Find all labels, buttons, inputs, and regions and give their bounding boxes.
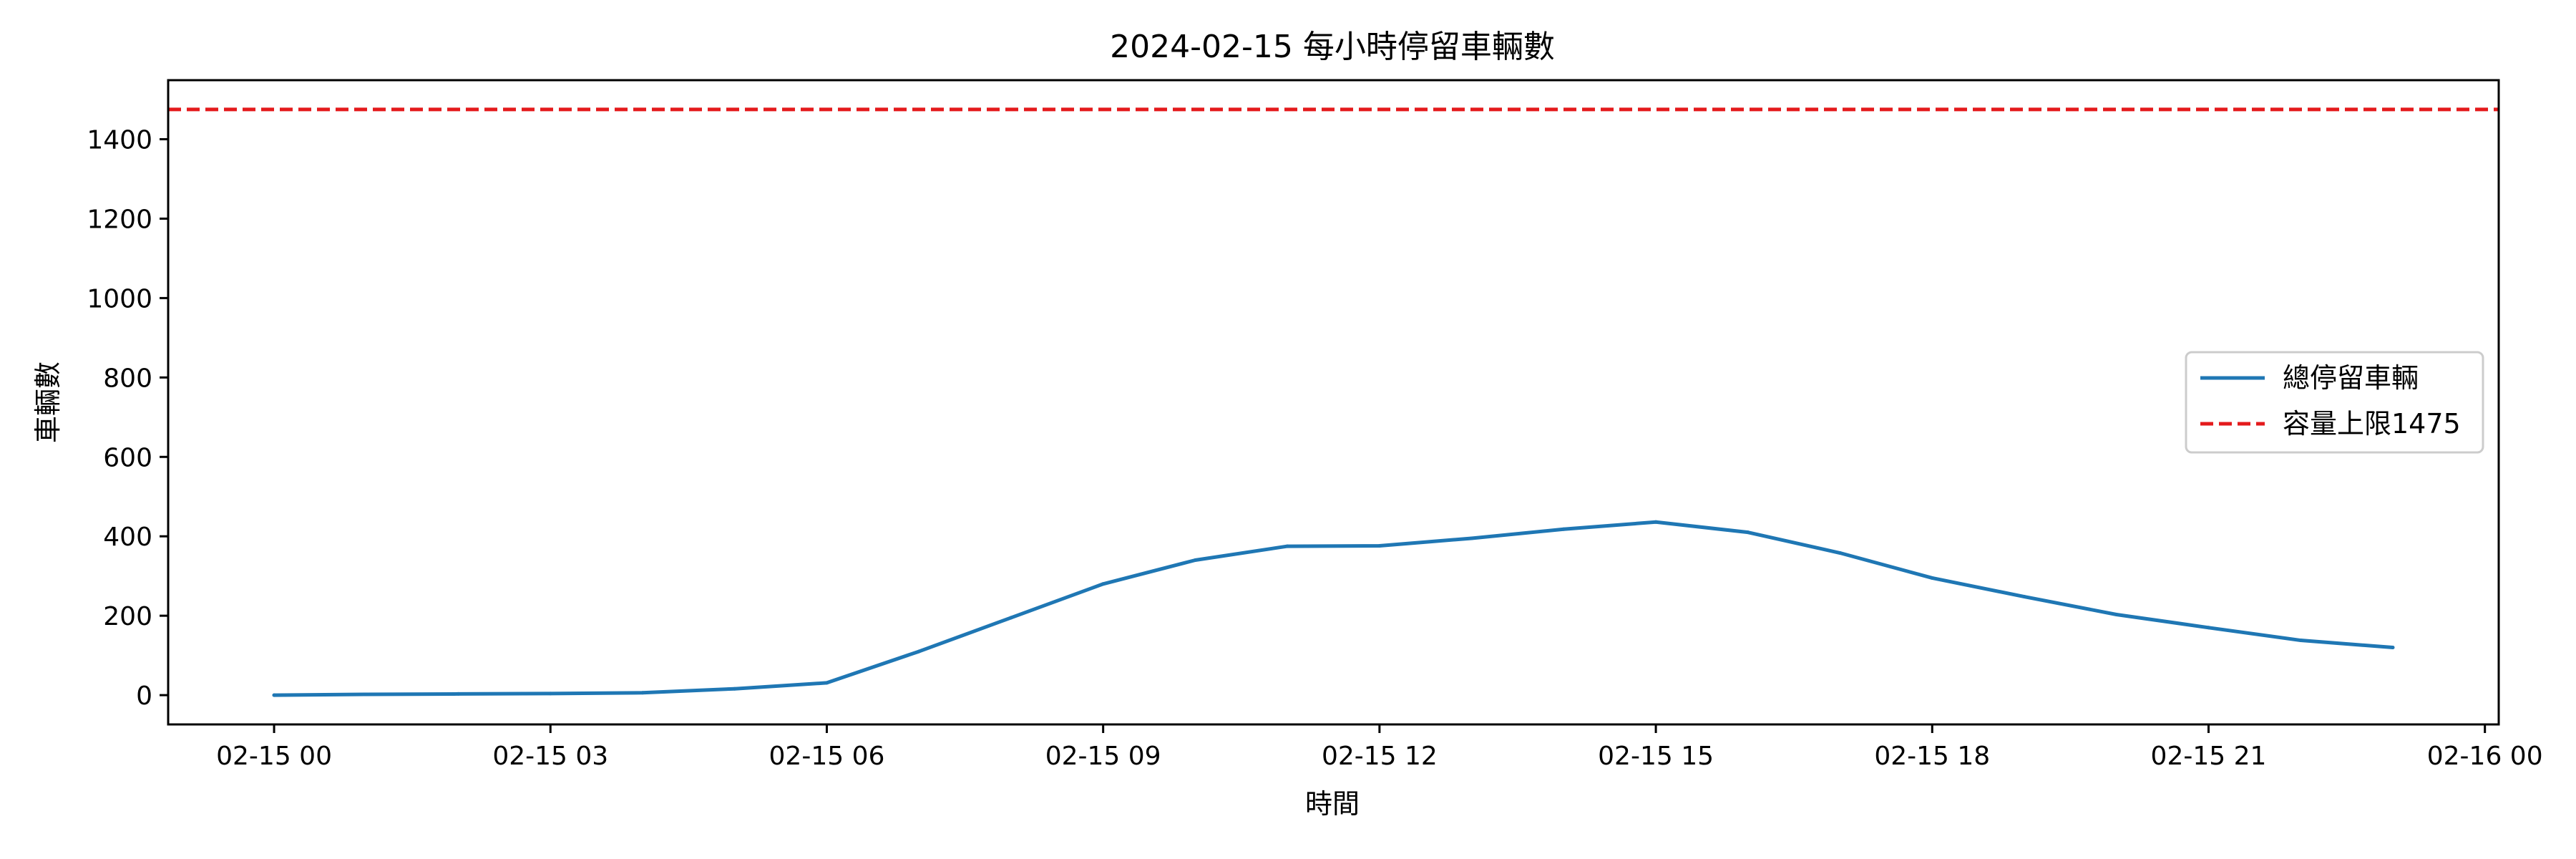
plot-frame: [167, 79, 2500, 726]
legend: 總停留車輛 容量上限1475: [2185, 351, 2484, 454]
data-point: [1285, 544, 1289, 548]
data-point: [917, 649, 921, 654]
data-point: [1654, 520, 1658, 524]
data-point: [2206, 626, 2210, 630]
data-point: [1561, 527, 1566, 531]
x-axis-label: 時間: [1305, 788, 1360, 820]
x-tick-label: 02-16 00: [2427, 742, 2543, 771]
x-tick-label: 02-15 00: [216, 742, 332, 771]
data-point: [2391, 646, 2395, 650]
data-point: [1377, 544, 1382, 548]
x-tick-label: 02-15 12: [1322, 742, 1438, 771]
x-axis: 02-15 00 02-15 03 02-15 06 02-15 09 02-15 12…: [216, 724, 2543, 771]
data-point: [1838, 551, 1843, 555]
data-point: [272, 693, 276, 697]
data-point: [1101, 582, 1106, 586]
data-point: [548, 691, 552, 696]
y-tick-label: 1400: [87, 126, 152, 155]
data-point: [1193, 558, 1197, 562]
y-tick-label: 200: [103, 602, 152, 631]
data-point: [1009, 616, 1013, 620]
y-axis-label: 車輛數: [32, 361, 64, 443]
x-tick-label: 02-15 15: [1598, 742, 1714, 771]
x-tick-label: 02-15 21: [2151, 742, 2267, 771]
series-line-0: [272, 520, 2395, 697]
y-tick-label: 1000: [87, 284, 152, 314]
x-tick-label: 02-15 03: [492, 742, 608, 771]
data-point: [733, 686, 737, 691]
data-point: [364, 692, 369, 697]
y-tick-label: 800: [103, 364, 152, 393]
x-tick-label: 02-15 18: [1874, 742, 1990, 771]
x-tick-label: 02-15 06: [769, 742, 885, 771]
data-point: [2298, 639, 2303, 643]
x-tick-label: 02-15 09: [1045, 742, 1161, 771]
data-point: [2022, 595, 2026, 599]
plot-content: [168, 107, 2499, 697]
data-point: [824, 681, 829, 685]
data-point: [640, 691, 645, 695]
legend-label-capacity: 容量上限1475: [2283, 408, 2461, 440]
y-tick-label: 0: [136, 681, 152, 711]
chart-title: 2024-02-15 每小時停留車輛數: [1110, 29, 1555, 65]
data-point: [1746, 530, 1750, 535]
y-axis: 0 200 400 600 800 1000 1200 1400: [87, 126, 168, 711]
y-tick-label: 600: [103, 443, 152, 472]
y-tick-label: 1200: [87, 205, 152, 234]
data-point: [2114, 612, 2119, 616]
data-point: [457, 691, 461, 696]
data-point: [1470, 536, 1474, 540]
legend-label-series: 總停留車輛: [2283, 362, 2419, 394]
y-tick-label: 400: [103, 523, 152, 552]
data-point: [1930, 576, 1934, 580]
